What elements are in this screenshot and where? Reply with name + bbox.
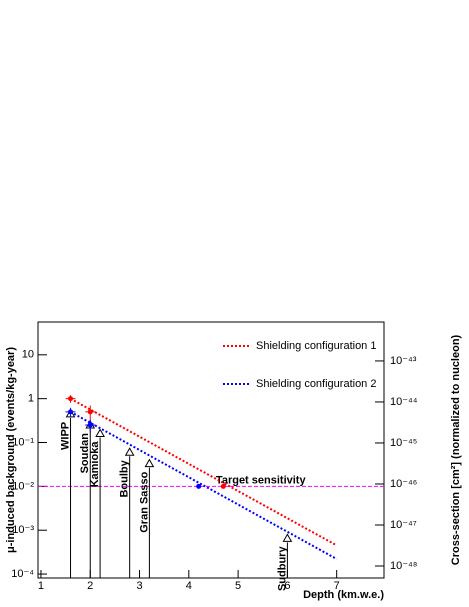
- x-tick-label: 3: [136, 580, 142, 592]
- x-tick-label: 5: [235, 580, 241, 592]
- site-label: Kamioka: [89, 441, 101, 488]
- y-tick-label: 10⁻⁴: [11, 568, 34, 580]
- series-line: [70, 397, 338, 547]
- data-point: [196, 483, 202, 489]
- y-tick-label: 1: [28, 393, 34, 405]
- x-tick-label: 1: [38, 580, 44, 592]
- x-tick-label: 7: [334, 580, 340, 592]
- x-tick-label: 4: [186, 580, 192, 592]
- x-tick-label: 6: [284, 580, 290, 592]
- y-tick-label: 10: [22, 349, 34, 361]
- plot-frame: [37, 321, 385, 579]
- y2-tick-label: 10⁻⁴⁵: [390, 437, 417, 449]
- data-point: [220, 483, 226, 489]
- data-point: [87, 409, 93, 415]
- y2-tick-label: 10⁻⁴⁷: [390, 519, 417, 531]
- site-label: WIPP: [59, 422, 71, 450]
- site-marker: [124, 447, 135, 456]
- y2-tick-label: 10⁻⁴³: [390, 355, 417, 367]
- data-point: [68, 396, 74, 402]
- y2-tick-label: 10⁻⁴⁸: [390, 560, 417, 572]
- y-tick-label: 10⁻³: [12, 524, 34, 536]
- y-tick-label: 10⁻¹: [12, 436, 34, 448]
- legend-label: Shielding configuration 2: [256, 378, 376, 390]
- site-marker: [95, 428, 105, 438]
- site-marker: [282, 533, 293, 542]
- site-label: Boulby: [119, 459, 131, 497]
- y2-tick-label: 10⁻⁴⁴: [390, 396, 418, 408]
- site-marker: [144, 458, 155, 468]
- site-label: Sudbury: [276, 546, 288, 591]
- x-axis-title: Depth (km.w.e.): [303, 589, 384, 601]
- site-label: Soudan: [79, 433, 91, 474]
- y2-axis-title: Cross-section [cm²] (normalized to nucle…: [450, 334, 462, 565]
- legend-label: Shielding configuration 1: [256, 340, 376, 352]
- y2-tick-label: 10⁻⁴⁶: [390, 478, 417, 490]
- reference-label: Target sensitivity: [216, 474, 307, 486]
- site-label: Gran Sasso: [138, 471, 150, 532]
- y-axis-title: μ-induced background (events/kg-year): [5, 347, 17, 553]
- x-tick-label: 2: [87, 580, 93, 592]
- data-point: [87, 422, 93, 428]
- series-line: [70, 410, 338, 560]
- data-point: [68, 409, 74, 415]
- y-tick-label: 10⁻²: [12, 480, 34, 492]
